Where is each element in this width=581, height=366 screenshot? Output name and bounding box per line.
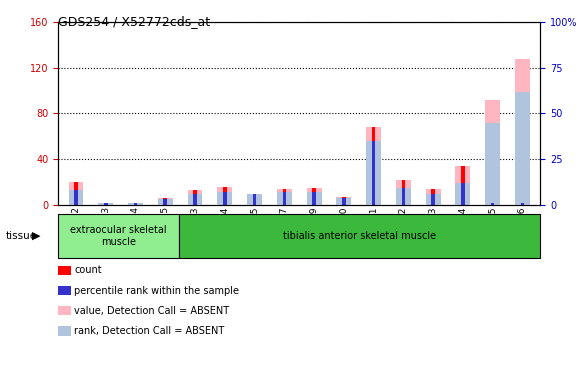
Bar bbox=[456, 166, 471, 205]
Bar bbox=[336, 198, 352, 205]
Bar bbox=[217, 192, 232, 205]
Bar bbox=[366, 127, 381, 205]
Bar bbox=[158, 199, 173, 205]
Text: tibialis anterior skeletal muscle: tibialis anterior skeletal muscle bbox=[283, 231, 436, 241]
Bar bbox=[253, 194, 256, 205]
Bar bbox=[426, 189, 440, 205]
Bar bbox=[253, 194, 256, 205]
Bar bbox=[515, 59, 530, 205]
Text: tissue: tissue bbox=[6, 231, 37, 241]
Bar bbox=[342, 197, 346, 205]
Bar bbox=[426, 194, 440, 205]
Bar bbox=[282, 192, 286, 205]
Text: ▶: ▶ bbox=[32, 231, 41, 241]
Bar bbox=[98, 203, 113, 205]
Bar bbox=[163, 199, 167, 205]
Text: GDS254 / X52772cds_at: GDS254 / X52772cds_at bbox=[58, 15, 210, 28]
Bar bbox=[313, 188, 316, 205]
Bar bbox=[336, 197, 352, 205]
Bar bbox=[396, 188, 411, 205]
Bar bbox=[104, 203, 107, 205]
Bar bbox=[485, 123, 500, 205]
Bar bbox=[128, 203, 143, 205]
Bar bbox=[134, 203, 137, 205]
Bar bbox=[74, 182, 78, 205]
Bar bbox=[521, 203, 524, 205]
Text: count: count bbox=[74, 265, 102, 276]
Bar bbox=[307, 188, 321, 205]
Bar bbox=[485, 100, 500, 205]
Bar bbox=[515, 92, 530, 205]
Bar bbox=[163, 198, 167, 205]
Bar bbox=[69, 190, 84, 205]
Bar bbox=[277, 192, 292, 205]
Bar bbox=[342, 198, 346, 205]
Text: rank, Detection Call = ABSENT: rank, Detection Call = ABSENT bbox=[74, 326, 225, 336]
Bar bbox=[401, 188, 405, 205]
Bar bbox=[193, 190, 197, 205]
Bar bbox=[491, 203, 494, 205]
Bar bbox=[431, 194, 435, 205]
Bar bbox=[491, 203, 494, 205]
Bar bbox=[282, 189, 286, 205]
Text: percentile rank within the sample: percentile rank within the sample bbox=[74, 285, 239, 296]
Bar bbox=[431, 189, 435, 205]
Bar bbox=[247, 194, 262, 205]
Bar bbox=[461, 166, 465, 205]
Bar bbox=[223, 192, 227, 205]
Bar bbox=[104, 203, 107, 205]
Bar bbox=[307, 192, 321, 205]
Text: extraocular skeletal
muscle: extraocular skeletal muscle bbox=[70, 225, 167, 247]
Bar bbox=[188, 190, 202, 205]
Bar bbox=[188, 194, 202, 205]
Bar bbox=[313, 192, 316, 205]
Bar bbox=[98, 203, 113, 205]
FancyBboxPatch shape bbox=[178, 214, 540, 258]
Bar bbox=[401, 180, 405, 205]
Bar bbox=[223, 187, 227, 205]
Bar bbox=[277, 189, 292, 205]
Bar bbox=[69, 182, 84, 205]
Bar bbox=[158, 198, 173, 205]
Bar bbox=[461, 183, 465, 205]
Text: value, Detection Call = ABSENT: value, Detection Call = ABSENT bbox=[74, 306, 229, 316]
Bar bbox=[128, 203, 143, 205]
Bar bbox=[396, 180, 411, 205]
Bar bbox=[134, 203, 137, 205]
Bar bbox=[456, 183, 471, 205]
Bar bbox=[74, 190, 78, 205]
Bar bbox=[372, 141, 375, 205]
Bar bbox=[366, 141, 381, 205]
FancyBboxPatch shape bbox=[58, 214, 178, 258]
Bar bbox=[521, 203, 524, 205]
Bar bbox=[217, 187, 232, 205]
Bar bbox=[247, 194, 262, 205]
Bar bbox=[193, 194, 197, 205]
Bar bbox=[372, 127, 375, 205]
